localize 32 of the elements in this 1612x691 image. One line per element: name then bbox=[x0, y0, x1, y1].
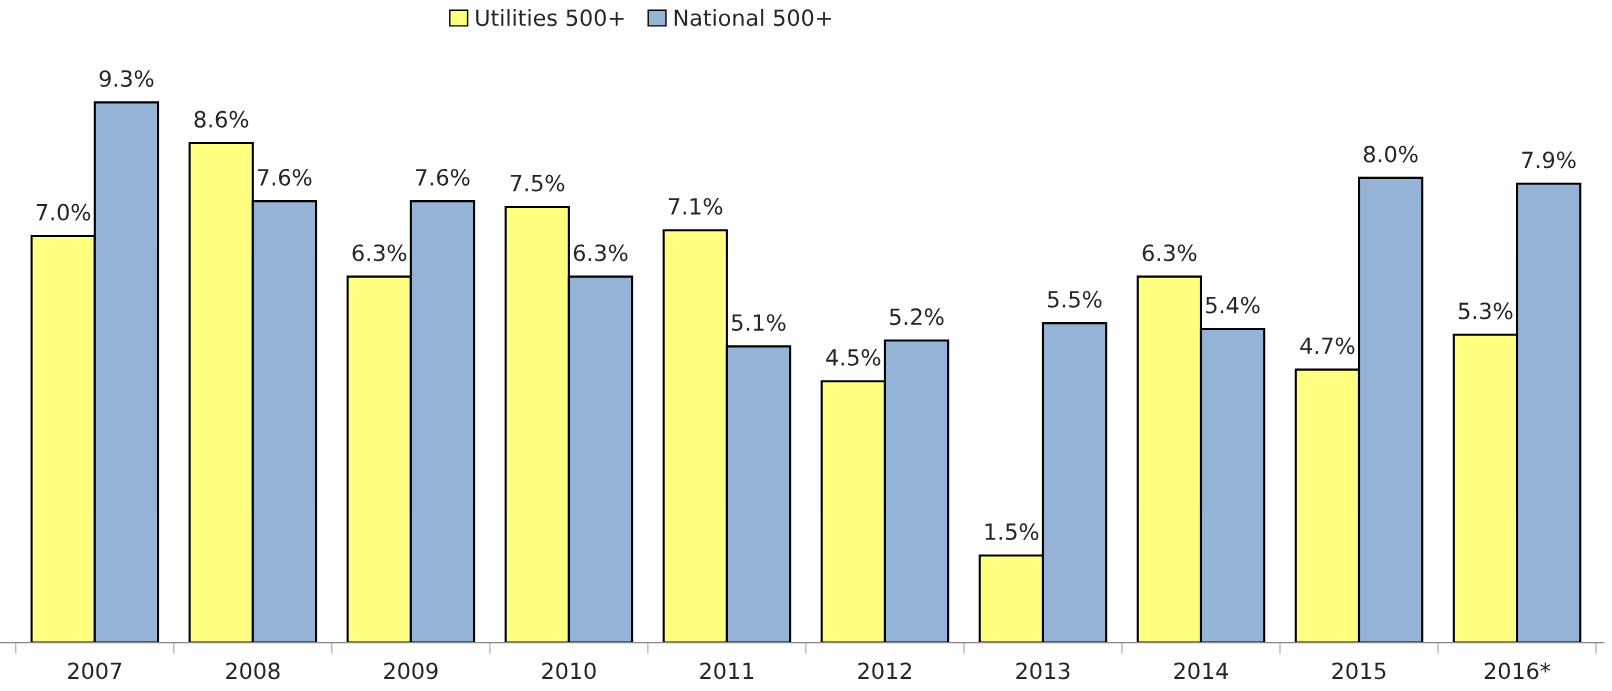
x-tick-label: 2015 bbox=[1332, 662, 1386, 680]
x-tick-label: 2012 bbox=[858, 662, 911, 680]
data-label: 5.2% bbox=[890, 308, 944, 326]
data-label: 5.4% bbox=[1206, 296, 1260, 314]
data-label: 7.6% bbox=[416, 168, 470, 186]
data-label: 6.3% bbox=[1142, 244, 1197, 262]
data-label: 6.3% bbox=[573, 244, 628, 262]
data-label: 5.5% bbox=[1048, 290, 1102, 308]
data-label: 4.7% bbox=[1300, 337, 1355, 355]
data-label: 8.0% bbox=[1363, 145, 1418, 163]
legend-label: Utilities 500+ bbox=[476, 8, 624, 27]
data-label: 7.0% bbox=[36, 203, 91, 221]
data-label: 7.9% bbox=[1522, 151, 1576, 169]
x-tick-label: 2007 bbox=[68, 662, 122, 680]
data-label: 7.6% bbox=[258, 168, 312, 186]
data-label: 6.3% bbox=[352, 244, 407, 262]
legend-label: National 500+ bbox=[674, 8, 831, 27]
x-tick-label: 2009 bbox=[384, 662, 438, 680]
x-tick-label: 2008 bbox=[226, 662, 280, 680]
data-label: 9.3% bbox=[99, 70, 154, 87]
data-label: 7.5% bbox=[510, 174, 565, 192]
data-label: 8.6% bbox=[194, 110, 249, 128]
data-label: 4.5% bbox=[826, 349, 881, 366]
data-label: 1.5% bbox=[985, 523, 1039, 541]
x-tick-label: 2010 bbox=[542, 662, 596, 680]
data-label: 5.3% bbox=[1458, 302, 1513, 320]
x-tick-label: 2013 bbox=[1016, 662, 1070, 680]
x-tick-label: 2016* bbox=[1484, 662, 1551, 680]
x-tick-label: 2011 bbox=[700, 662, 754, 680]
data-label: 7.1% bbox=[668, 197, 723, 215]
data-label: 5.1% bbox=[732, 314, 786, 331]
x-tick-label: 2014 bbox=[1174, 662, 1229, 680]
